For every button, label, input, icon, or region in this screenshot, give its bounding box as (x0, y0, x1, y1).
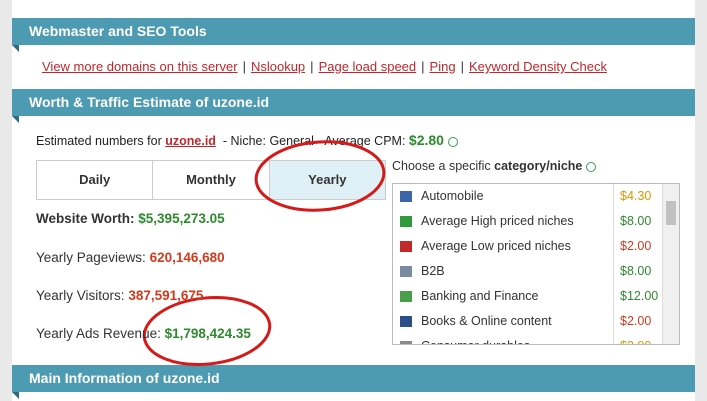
link-separator: | (421, 59, 425, 74)
category-name: Average High priced niches (421, 214, 574, 228)
category-icon (400, 316, 412, 327)
category-name: Banking and Finance (421, 289, 539, 303)
section-header: Webmaster and SEO Tools (12, 18, 695, 52)
annotation-circle (142, 296, 272, 366)
tool-links: View more domains on this server | Nslooku… (42, 59, 607, 74)
tool-link[interactable]: View more domains on this server (42, 59, 238, 74)
stat-row: Yearly Pageviews: 620,146,680 (36, 250, 225, 265)
stat-value: $1,798,424.35 (164, 326, 251, 341)
tool-link[interactable]: Nslookup (250, 59, 306, 74)
period-tab[interactable]: Monthly (153, 161, 270, 199)
category-price: $12.00 (613, 284, 663, 309)
category-name: Average Low priced niches (421, 239, 571, 253)
category-row[interactable]: Books & Online content $2.00 (393, 309, 663, 334)
stat-label: Website Worth: (36, 211, 135, 226)
period-tab[interactable]: Daily (37, 161, 154, 199)
category-name: Automobile (421, 189, 484, 203)
category-row[interactable]: Average Low priced niches $2.00 (393, 234, 663, 259)
help-icon[interactable] (586, 161, 597, 172)
scroll-thumb[interactable] (666, 201, 676, 225)
category-heading-emphasis: category/niche (494, 159, 583, 173)
niche-label: - Niche: (222, 134, 266, 148)
annotation-circle (254, 140, 386, 212)
cpm-label: - Average CPM: (317, 134, 406, 148)
period-tab[interactable]: Yearly (269, 161, 385, 199)
category-name: B2B (421, 264, 445, 278)
category-price: $8.00 (613, 209, 663, 234)
tool-link[interactable]: Page load speed (318, 59, 417, 74)
category-price: $4.30 (613, 184, 663, 209)
category-name: Books & Online content (421, 314, 552, 328)
category-icon (400, 291, 412, 302)
category-row[interactable]: Average High priced niches $8.00 (393, 209, 663, 234)
category-price: $2.00 (613, 234, 663, 259)
stat-row: Website Worth: $5,395,273.05 (36, 211, 225, 226)
category-price: $8.00 (613, 259, 663, 284)
category-icon (400, 266, 412, 277)
tool-link[interactable]: Ping (429, 59, 456, 74)
category-icon (400, 241, 412, 252)
stat-value: 620,146,680 (149, 250, 225, 265)
category-row[interactable]: Banking and Finance $12.00 (393, 284, 663, 309)
intro-line: Estimated numbers for uzone.id - Niche: … (36, 132, 458, 148)
category-row[interactable]: Automobile $4.30 (393, 184, 663, 209)
intro-prefix: Estimated numbers for (36, 134, 162, 148)
domain-link[interactable]: uzone.id (165, 134, 216, 148)
stat-row: Yearly Visitors: 387,591,675 (36, 288, 203, 303)
category-row[interactable]: B2B $8.00 (393, 259, 663, 284)
category-heading-prefix: Choose a specific (392, 159, 491, 173)
link-separator: | (460, 59, 464, 74)
section-header: Main Information of uzone.id (12, 365, 695, 399)
tool-link[interactable]: Keyword Density Check (468, 59, 607, 74)
category-heading: Choose a specific category/niche (392, 159, 597, 173)
stat-label: Yearly Visitors: (36, 288, 125, 303)
scrollbar[interactable] (662, 184, 679, 344)
category-row[interactable]: Consumer durables $3.00 (393, 334, 663, 344)
category-icon (400, 191, 412, 202)
category-name: Consumer durables (421, 334, 530, 344)
stat-value: $5,395,273.05 (138, 211, 225, 226)
help-icon[interactable] (447, 136, 458, 147)
section-header: Worth & Traffic Estimate of uzone.id (12, 89, 695, 123)
link-separator: | (242, 59, 246, 74)
cpm-value: $2.80 (408, 132, 444, 148)
stat-value: 387,591,675 (128, 288, 204, 303)
stat-label: Yearly Ads Revenue: (36, 326, 161, 341)
category-price: $2.00 (613, 309, 663, 334)
category-list[interactable]: Automobile $4.30 Average High priced niche… (392, 183, 680, 345)
stat-row: Yearly Ads Revenue: $1,798,424.35 (36, 326, 251, 341)
category-icon (400, 216, 412, 227)
stat-label: Yearly Pageviews: (36, 250, 146, 265)
period-tabs: Daily Monthly Yearly (36, 160, 386, 200)
category-price: $3.00 (613, 334, 663, 344)
link-separator: | (310, 59, 314, 74)
category-icon (400, 341, 412, 344)
